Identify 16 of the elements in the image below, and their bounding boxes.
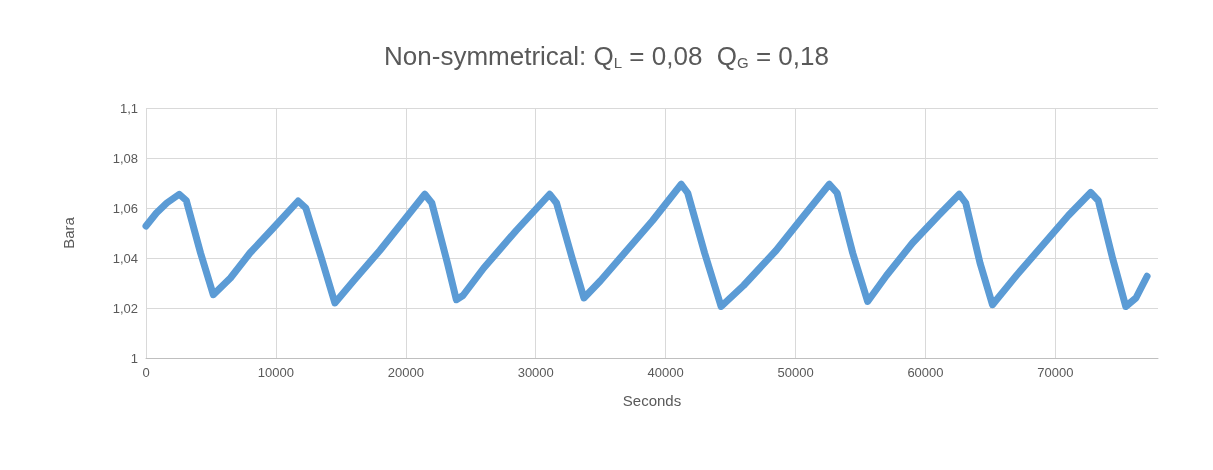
x-axis-title: Seconds [622,392,682,409]
x-tick-label: 60000 [907,365,944,380]
y-tick-label: 1 [130,350,138,366]
x-tick-label: 70000 [1037,365,1074,380]
y-tick-label: 1,02 [112,300,138,316]
y-tick-label: 1,08 [112,150,138,166]
x-tick-label: 10000 [257,365,294,380]
x-tick-label: 30000 [517,365,554,380]
x-tick-label: 40000 [647,365,684,380]
x-tick-label: 0 [142,365,150,380]
y-axis-title: Bara [60,216,77,249]
x-tick-label: 20000 [387,365,424,380]
x-tick-label: 50000 [777,365,814,380]
y-tick-label: 1,1 [119,100,138,116]
y-tick-label: 1,04 [112,250,138,266]
y-tick-label: 1,06 [112,200,138,216]
